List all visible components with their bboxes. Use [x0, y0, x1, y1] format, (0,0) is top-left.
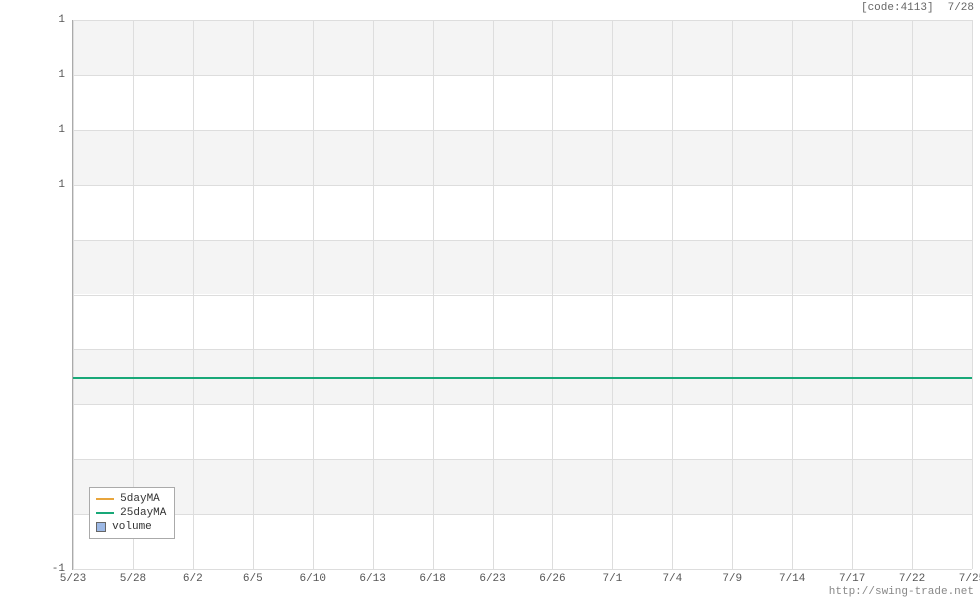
gridline-vertical — [373, 20, 374, 569]
grid-band — [73, 20, 972, 75]
legend-item: 5dayMA — [96, 492, 166, 506]
gridline-vertical — [732, 20, 733, 569]
footer-url: http://swing-trade.net — [829, 586, 974, 598]
gridline-vertical — [852, 20, 853, 569]
gridline-vertical — [972, 20, 973, 569]
x-tick-label: 6/10 — [300, 573, 326, 585]
legend-label: 5dayMA — [120, 492, 160, 506]
gridline-horizontal — [73, 20, 972, 21]
legend-swatch-line — [96, 498, 114, 500]
x-tick-label: 6/2 — [183, 573, 203, 585]
x-tick-label: 7/9 — [722, 573, 742, 585]
y-tick-label: 1 — [58, 124, 65, 136]
legend-swatch-line — [96, 512, 114, 514]
gridline-horizontal — [73, 75, 972, 76]
gridline-vertical — [672, 20, 673, 569]
gridline-vertical — [912, 20, 913, 569]
x-tick-label: 7/22 — [899, 573, 925, 585]
legend: 5dayMA25dayMAvolume — [89, 487, 175, 539]
x-tick-label: 6/5 — [243, 573, 263, 585]
grid-band — [73, 459, 972, 514]
x-tick-label: 7/1 — [602, 573, 622, 585]
gridline-horizontal — [73, 569, 972, 570]
legend-label: volume — [112, 520, 152, 534]
gridline-horizontal — [73, 459, 972, 460]
gridline-horizontal — [73, 404, 972, 405]
x-tick-label: 7/25 — [959, 573, 980, 585]
x-tick-label: 7/17 — [839, 573, 865, 585]
grid-band — [73, 130, 972, 185]
gridline-vertical — [433, 20, 434, 569]
gridline-horizontal — [73, 185, 972, 186]
legend-item: volume — [96, 520, 166, 534]
plot-area: 5/235/286/26/56/106/136/186/236/267/17/4… — [72, 20, 972, 570]
gridline-horizontal — [73, 349, 972, 350]
gridline-vertical — [313, 20, 314, 569]
legend-item: 25dayMA — [96, 506, 166, 520]
gridline-horizontal — [73, 295, 972, 296]
gridline-horizontal — [73, 130, 972, 131]
gridline-vertical — [792, 20, 793, 569]
code-label: [code:4113] — [861, 2, 934, 14]
x-tick-label: 5/28 — [120, 573, 146, 585]
gridline-vertical — [552, 20, 553, 569]
y-tick-label: 1 — [58, 179, 65, 191]
x-tick-label: 6/23 — [479, 573, 505, 585]
gridline-horizontal — [73, 514, 972, 515]
header-date: 7/28 — [948, 2, 974, 14]
gridline-vertical — [493, 20, 494, 569]
x-tick-label: 6/26 — [539, 573, 565, 585]
gridline-vertical — [253, 20, 254, 569]
x-tick-label: 7/4 — [662, 573, 682, 585]
legend-label: 25dayMA — [120, 506, 166, 520]
chart-container: [code:4113] 7/28 5/235/286/26/56/106/136… — [0, 0, 980, 600]
y-tick-label: 1 — [58, 14, 65, 26]
y-tick-label: -1 — [52, 563, 65, 575]
series-25dayMA — [73, 377, 972, 379]
gridline-vertical — [73, 20, 74, 569]
header-meta: [code:4113] 7/28 — [861, 2, 974, 14]
legend-swatch-box — [96, 522, 106, 532]
y-tick-label: 1 — [58, 69, 65, 81]
gridline-vertical — [612, 20, 613, 569]
grid-band — [73, 240, 972, 295]
gridline-vertical — [193, 20, 194, 569]
x-tick-label: 6/18 — [419, 573, 445, 585]
x-tick-label: 6/13 — [359, 573, 385, 585]
gridline-horizontal — [73, 240, 972, 241]
x-tick-label: 7/14 — [779, 573, 805, 585]
